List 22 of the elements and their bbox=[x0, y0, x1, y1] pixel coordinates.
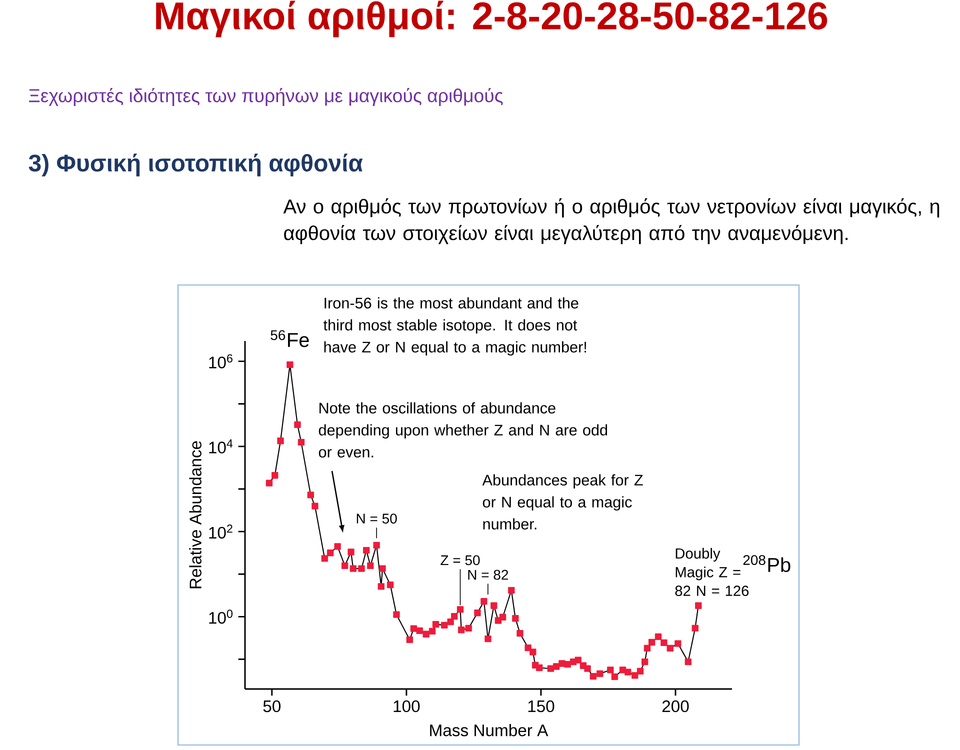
x-tick-label: 100 bbox=[394, 700, 420, 712]
annotation: $^{208}$Pb bbox=[743, 555, 790, 572]
annotation: Abundances peak for Z or N equal to a magic number. bbox=[482, 474, 643, 530]
x-tick-label: 150 bbox=[528, 700, 554, 712]
annotation: Z = 50 bbox=[440, 555, 480, 566]
x-tick-label: 200 bbox=[662, 700, 689, 712]
x-axis-title: Mass Number A bbox=[430, 724, 548, 736]
y-axis-title: Relative Abundance bbox=[189, 441, 202, 588]
annotation: N = 82 bbox=[468, 570, 508, 580]
chart-title: Μαγικοί αριθμοί: 2-8-20-28-50-82-126 bbox=[156, 0, 828, 38]
chart-subtitle: Ξεχωριστές ιδιότητες των πυρήνων με μαγικούς αριθμούς bbox=[29, 88, 503, 106]
text: Αν ο αριθμός των πρωτονίων ή ο αριθμός των νετρονίων είναι μαγικός, η αφθονία των στοιχείων είναι μεγαλύτερη από την αναμενόμενη. bbox=[283, 198, 940, 244]
y-tick-label: 10$^{6}$ bbox=[209, 354, 232, 368]
y-tick-label: 10$^{0}$ bbox=[209, 610, 233, 624]
annotation: Note the oscillations of abundance depending upon whether Z and N are odd or even. bbox=[318, 402, 608, 458]
y-tick-label: 10$^{4}$ bbox=[209, 439, 233, 454]
annotation: Iron-56 is the most abundant and the third most stable isotope. It does not have Z or N equal to a magic number! bbox=[324, 297, 586, 356]
y-tick-label: 10$^{2}$ bbox=[209, 524, 232, 539]
x-tick-label: 50 bbox=[263, 700, 281, 712]
text: 3) Φυσική ισοτοπική αφθονία bbox=[28, 154, 363, 176]
annotation: N = 50 bbox=[356, 514, 397, 524]
annotation: $^{56}$Fe bbox=[270, 330, 309, 348]
